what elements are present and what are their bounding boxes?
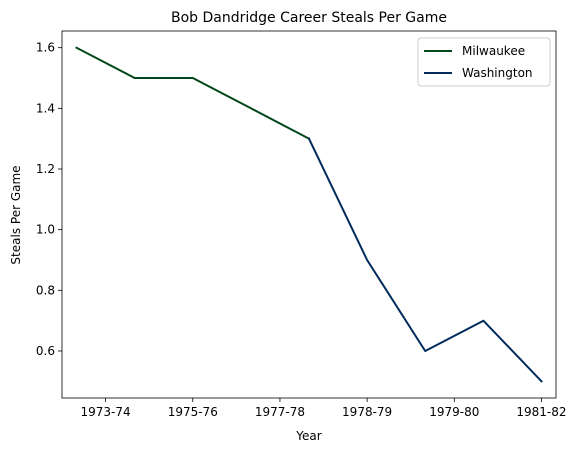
- legend-label-washington: Washington: [462, 66, 533, 80]
- y-tick-label: 1.0: [36, 223, 55, 237]
- y-axis: 0.6 0.8 1.0 1.2 1.4 1.6: [36, 41, 62, 358]
- x-tick-label: 1979-80: [429, 405, 479, 419]
- x-tick-label: 1978-79: [342, 405, 392, 419]
- legend-label-milwaukee: Milwaukee: [462, 44, 525, 58]
- y-tick-label: 1.6: [36, 41, 55, 55]
- y-tick-label: 1.2: [36, 162, 55, 176]
- y-tick-label: 1.4: [36, 101, 55, 115]
- x-axis: 1973-74 1975-76 1977-78 1978-79 1979-80 1981-…: [81, 398, 567, 419]
- y-tick-label: 0.6: [36, 344, 55, 358]
- y-tick-label: 0.8: [36, 283, 55, 297]
- x-tick-label: 1981-82: [516, 405, 566, 419]
- y-axis-title: Steals Per Game: [9, 165, 23, 264]
- series-line-washington: [307, 137, 543, 383]
- x-tick-label: 1973-74: [81, 405, 131, 419]
- x-tick-label: 1977-78: [255, 405, 305, 419]
- chart-title: Bob Dandridge Career Steals Per Game: [171, 10, 447, 26]
- x-axis-title: Year: [295, 429, 321, 443]
- plot-frame: [61, 30, 557, 399]
- plot-area: [61, 30, 557, 399]
- series-line-milwaukee: [75, 46, 311, 141]
- x-tick-label: 1975-76: [168, 405, 218, 419]
- legend: Milwaukee Washington: [417, 37, 551, 87]
